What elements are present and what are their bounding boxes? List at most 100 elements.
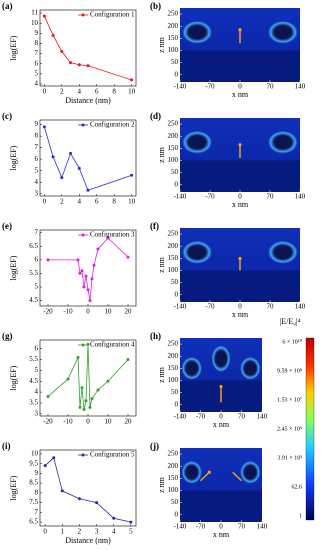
x-tick-label: 6 (95, 198, 99, 206)
panel-label: (e) (2, 221, 12, 231)
x-tick-label: 140 (295, 193, 306, 201)
data-point (84, 399, 88, 403)
legend-label: Configuration 3 (90, 231, 135, 239)
x-tick-label: -10 (63, 418, 73, 426)
colorbar-label: 6 × 10¹⁰ (282, 338, 302, 345)
y-tick-label: 10 (31, 450, 39, 458)
x-tick-label: 6 (95, 88, 99, 96)
panel-label: (b) (150, 1, 161, 11)
data-point (82, 285, 86, 289)
data-point (77, 63, 81, 67)
y-tick-label: 3 (35, 189, 39, 197)
x-tick-label: 0 (43, 88, 47, 96)
y-tick-label: 6.5 (29, 242, 38, 250)
y-tick-label: 4 (35, 80, 39, 88)
y-axis-label: z nm (157, 366, 166, 383)
y-tick-label: 11 (31, 9, 38, 17)
arrow-head (238, 28, 242, 32)
colorbar-label: 1.53 × 10⁷ (277, 397, 302, 403)
x-tick-label: -70 (205, 83, 215, 91)
y-tick-label: 150 (168, 144, 179, 152)
x-tick-label: 2 (78, 528, 82, 536)
data-point (84, 274, 88, 278)
x-tick-label: 70 (267, 193, 275, 201)
y-axis-label: log(EF) (9, 365, 18, 390)
substrate (180, 160, 300, 192)
x-tick-label: 3 (95, 528, 99, 536)
y-axis-label: z nm (157, 476, 166, 493)
data-point (52, 456, 56, 460)
x-tick-label: -20 (43, 308, 53, 316)
y-tick-label: 6 (35, 155, 39, 163)
data-point (130, 173, 134, 177)
data-point (88, 299, 92, 303)
colorbar-label: 2.45 × 10⁵ (277, 426, 302, 432)
x-tick-label: -70 (196, 523, 206, 531)
panel-label: (f) (150, 221, 159, 231)
x-tick-label: 140 (257, 523, 268, 531)
data-point (60, 176, 64, 180)
x-tick-label: -10 (63, 308, 73, 316)
data-point (69, 61, 73, 65)
data-point (60, 489, 64, 493)
legend-marker (81, 233, 85, 237)
data-point (78, 271, 82, 275)
x-tick-label: 0 (86, 308, 90, 316)
data-point (112, 516, 116, 520)
data-point (96, 247, 100, 251)
y-tick-label: 250 (168, 230, 179, 238)
x-tick-label: 5 (129, 528, 133, 536)
x-tick-label: -140 (174, 303, 187, 311)
x-tick-label: 4 (78, 88, 82, 96)
y-tick-label: 50 (171, 168, 179, 176)
y-tick-label: 50 (171, 278, 179, 286)
data-point (126, 358, 130, 362)
substrate (180, 270, 300, 302)
y-axis-label: z nm (157, 36, 166, 53)
x-tick-label: 10 (105, 418, 113, 426)
y-axis-label: z nm (157, 146, 166, 163)
x-axis-label: x nm (232, 90, 249, 99)
x-tick-label: 70 (238, 523, 246, 531)
y-tick-label: 5 (35, 166, 39, 174)
x-tick-label: 70 (238, 413, 246, 421)
legend-label: Configuration 1 (90, 11, 135, 19)
nanoparticle (267, 20, 299, 45)
x-tick-label: -70 (205, 193, 215, 201)
x-tick-label: 10 (105, 308, 113, 316)
y-tick-label: 9.5 (29, 459, 38, 467)
data-point (66, 377, 70, 381)
data-point (90, 277, 94, 281)
y-tick-label: 250 (168, 340, 179, 348)
plot-frame (39, 449, 137, 527)
x-tick-label: 4 (78, 198, 82, 206)
y-tick-label: 100 (168, 266, 179, 274)
y-tick-label: 50 (171, 388, 179, 396)
x-tick-label: -20 (43, 418, 53, 426)
panel-label: (a) (2, 1, 13, 11)
data-point (129, 520, 133, 524)
y-tick-label: 3 (35, 409, 39, 417)
x-tick-label: 0 (43, 528, 47, 536)
x-axis-label: Distance (nm) (65, 536, 111, 545)
nanoparticle (267, 130, 299, 155)
data-point (126, 255, 130, 259)
y-tick-label: 6 (35, 255, 39, 263)
arrow-head (207, 470, 211, 474)
nanoparticle (181, 240, 213, 265)
y-tick-label: 0 (175, 400, 179, 408)
data-point (77, 166, 81, 170)
y-tick-label: 4.5 (29, 296, 38, 304)
y-tick-label: 200 (168, 352, 179, 360)
data-point (96, 388, 100, 392)
y-axis-label: log(EF) (9, 35, 18, 60)
data-point (69, 151, 73, 155)
x-tick-label: 0 (86, 418, 90, 426)
y-tick-label: 6.5 (29, 518, 38, 526)
y-tick-label: 5 (35, 366, 39, 374)
y-tick-label: 9 (35, 29, 39, 37)
y-tick-label: 150 (168, 474, 179, 482)
x-axis-label: x nm (213, 420, 230, 429)
x-tick-label: 140 (257, 413, 268, 421)
x-axis-label: Distance (nm) (65, 96, 111, 105)
